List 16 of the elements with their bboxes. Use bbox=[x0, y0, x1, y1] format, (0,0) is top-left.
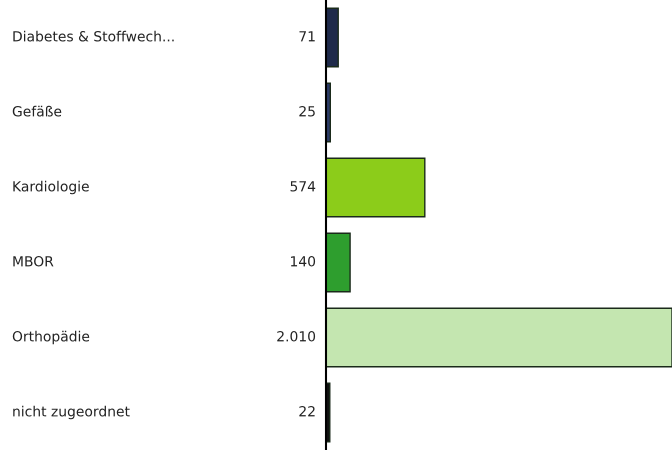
y-tick-label: nicht zugeordnet bbox=[13, 406, 130, 420]
data-label: 2.010 bbox=[277, 331, 316, 342]
y-tick-label: Orthopädie bbox=[12, 330, 90, 344]
bar bbox=[326, 308, 672, 368]
bar bbox=[326, 8, 339, 68]
data-label: 71 bbox=[299, 31, 315, 42]
bar bbox=[326, 232, 351, 292]
y-tick-label: Diabetes & Stoffwech... bbox=[13, 30, 174, 42]
bar bbox=[326, 158, 426, 218]
data-label: 22 bbox=[299, 406, 315, 416]
data-label: 574 bbox=[290, 181, 316, 192]
y-tick-label: MBOR bbox=[13, 256, 54, 267]
y-tick-label: Kardiologie bbox=[13, 180, 89, 194]
data-label: 25 bbox=[299, 106, 315, 117]
data-label: 140 bbox=[291, 256, 316, 267]
y-tick-label: Gefäße bbox=[12, 106, 62, 117]
